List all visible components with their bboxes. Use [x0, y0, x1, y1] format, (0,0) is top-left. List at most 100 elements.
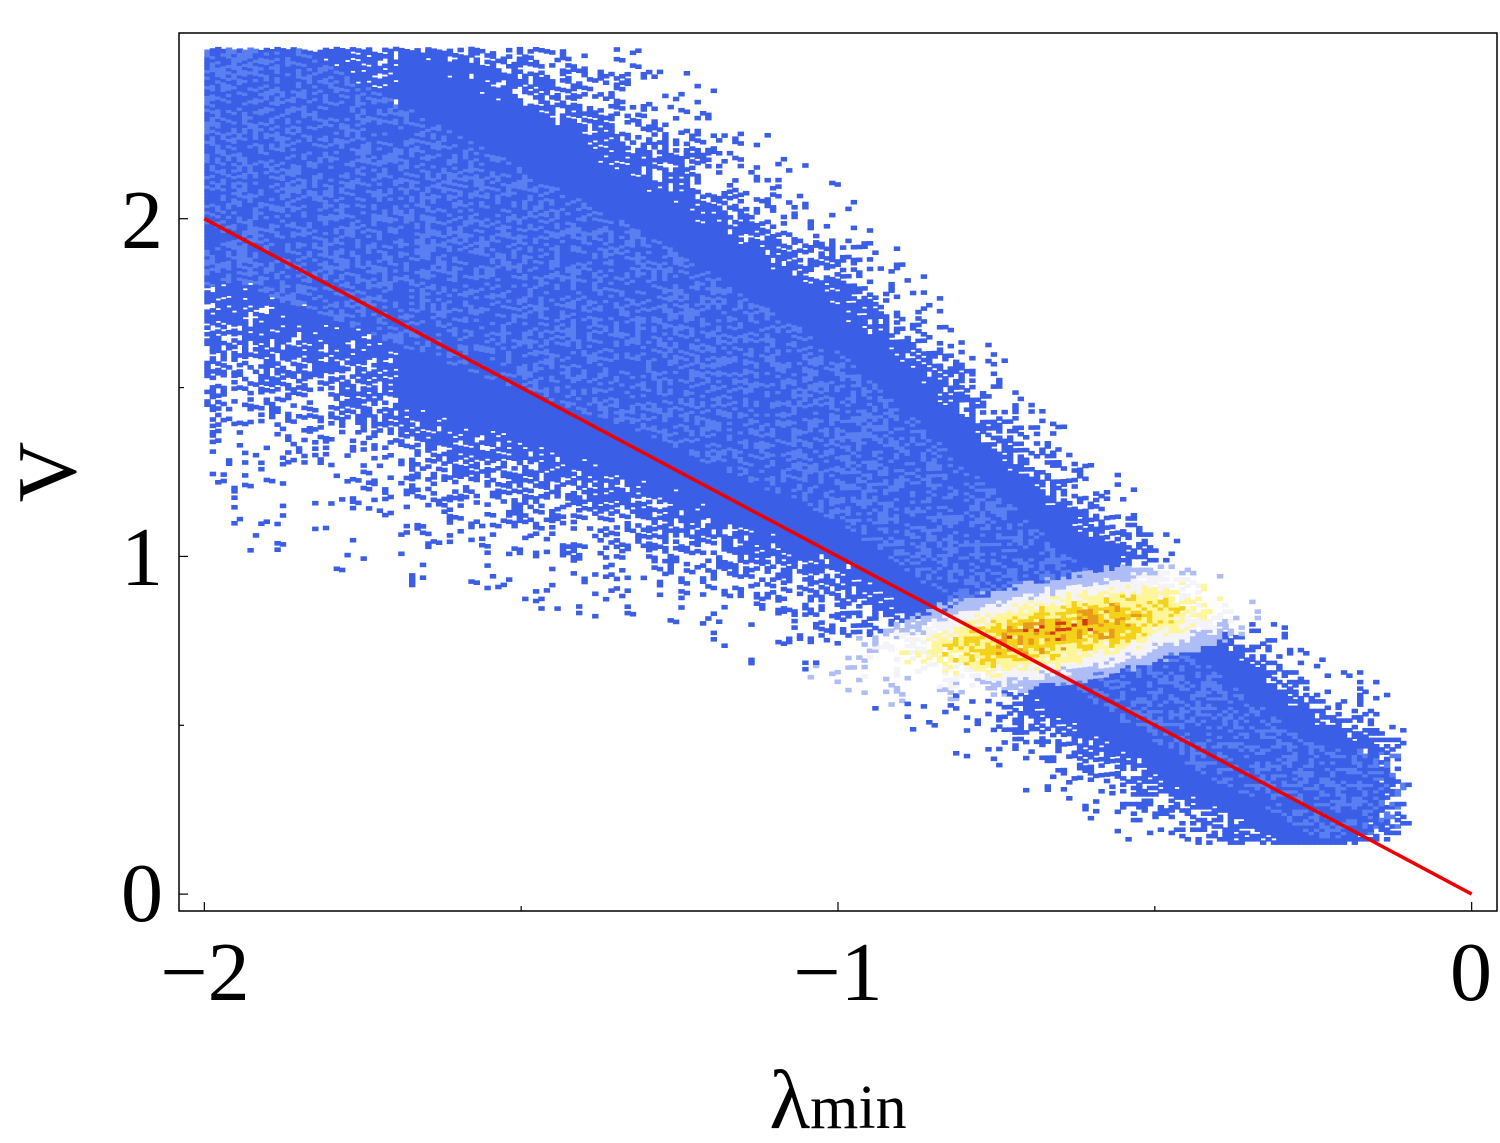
heat-cell: [425, 464, 431, 469]
heat-cell: [404, 530, 410, 535]
heat-cell: [221, 325, 227, 330]
heat-cell: [258, 412, 264, 417]
heat-cell: [323, 446, 329, 451]
heat-cell: [377, 508, 383, 513]
heat-cell: [318, 416, 324, 421]
heat-cell: [291, 419, 297, 424]
heat-cell: [280, 504, 286, 509]
heat-cell: [242, 386, 248, 391]
heat-cell: [237, 517, 243, 522]
heat-cell: [204, 325, 210, 330]
heat-cell: [280, 481, 286, 486]
heat-cell: [221, 370, 227, 375]
heat-cell: [377, 464, 383, 469]
heat-cell: [274, 422, 280, 427]
heat-cell: [274, 361, 280, 366]
heat-cell: [398, 552, 404, 557]
heat-cell: [231, 505, 237, 510]
heat-cell: [388, 427, 394, 432]
heat-cell: [237, 369, 243, 374]
heat-cell: [301, 364, 307, 369]
heat-cell: [280, 366, 286, 371]
heat-cell: [388, 453, 394, 458]
heat-cell: [280, 427, 286, 432]
heat-cell: [301, 460, 307, 465]
heat-cell: [350, 439, 356, 444]
heat-cell: [371, 443, 377, 448]
heat-cell: [280, 513, 286, 518]
heat-cell: [269, 479, 275, 484]
heat-cell: [409, 483, 415, 488]
heat-cell: [366, 487, 372, 492]
heat-cell: [231, 521, 237, 526]
heat-cell: [247, 548, 253, 553]
heat-cell: [210, 472, 216, 477]
heat-cell: [339, 375, 345, 380]
heat-cell: [350, 384, 356, 389]
heat-cell: [334, 474, 340, 479]
heat-cell: [361, 447, 367, 452]
heat-cell: [253, 533, 259, 538]
heat-cell: [285, 450, 291, 455]
heat-cell: [274, 522, 280, 527]
heat-cell: [242, 361, 248, 366]
heat-cell: [350, 410, 356, 415]
heat-cell: [264, 398, 270, 403]
heat-cell: [441, 468, 447, 473]
heat-cell: [318, 457, 324, 462]
heat-cell: [269, 402, 275, 407]
heat-cell: [328, 463, 334, 468]
heat-cell: [312, 408, 318, 413]
heat-cell: [409, 422, 415, 427]
heat-cell: [344, 415, 350, 420]
heat-cell: [361, 556, 367, 561]
heat-cell: [301, 438, 307, 443]
heat-cell: [247, 484, 253, 489]
heat-cell: [285, 434, 291, 439]
heat-cell: [425, 503, 431, 508]
heat-cell: [420, 563, 426, 568]
heat-cell: [301, 383, 307, 388]
heat-cell: [215, 406, 221, 411]
heat-cell: [242, 473, 248, 478]
heat-cell: [280, 542, 286, 547]
heat-cell: [215, 438, 221, 443]
heat-cell: [210, 376, 216, 381]
heat-cell: [414, 443, 420, 448]
heat-cell: [350, 445, 356, 450]
heat-cell: [420, 575, 426, 580]
heat-cell: [414, 488, 420, 493]
heat-cell: [382, 487, 388, 492]
heat-cell: [291, 458, 297, 463]
heat-cell: [350, 496, 356, 501]
heat-cell: [258, 461, 264, 466]
heat-cell: [404, 505, 410, 510]
heat-cell: [231, 495, 237, 500]
heat-cell: [328, 501, 334, 506]
heat-cell: [274, 406, 280, 411]
heat-cell: [312, 440, 318, 445]
heat-cell: [237, 443, 243, 448]
heat-cell: [350, 506, 356, 511]
heat-cell: [231, 345, 237, 350]
heat-cell: [215, 429, 221, 434]
heat-cell: [247, 365, 253, 370]
heat-cell: [371, 498, 377, 503]
heat-cell: [344, 344, 350, 349]
heat-cell: [339, 497, 345, 502]
heat-cell: [366, 471, 372, 476]
heat-cell: [328, 421, 334, 426]
heat-cell: [221, 402, 227, 407]
heat-cell: [280, 456, 286, 461]
heat-cell: [291, 403, 297, 408]
heat-cell: [414, 472, 420, 477]
heat-cell: [344, 367, 350, 372]
heat-cell: [334, 361, 340, 366]
heat-cell: [431, 472, 437, 477]
heat-cell: [215, 413, 221, 418]
heat-cell: [355, 501, 361, 506]
heat-cell: [420, 524, 426, 529]
heat-cell: [242, 377, 248, 382]
heat-cell: [447, 507, 453, 512]
heat-cell: [210, 356, 216, 361]
